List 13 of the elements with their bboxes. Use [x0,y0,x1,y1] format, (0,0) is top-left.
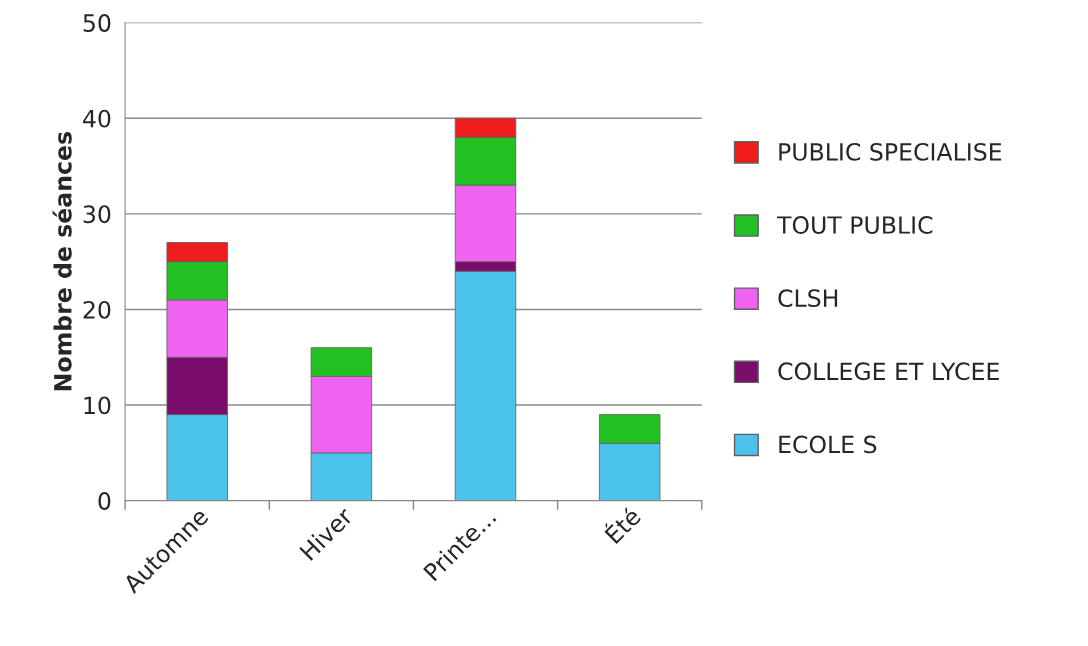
y-tick-label: 20 [83,300,111,319]
legend-label: PUBLIC SPECIALISE [779,142,1002,161]
legend-label: ECOLE S [779,435,877,454]
y-tick-label: 40 [83,109,111,128]
x-tick-label: Été [601,503,642,545]
y-tick-label: 30 [83,205,111,224]
y-tick-label: 10 [84,396,111,415]
y-tick-label: 0 [98,492,111,510]
legend-label: CLSH [778,289,838,308]
legend-label: TOUT PUBLIC [776,216,933,234]
legend-label: COLLEGE ET LYCEE [778,362,999,381]
y-tick-label: 50 [83,14,111,32]
y-axis-title: Nombre de séances [52,132,72,391]
